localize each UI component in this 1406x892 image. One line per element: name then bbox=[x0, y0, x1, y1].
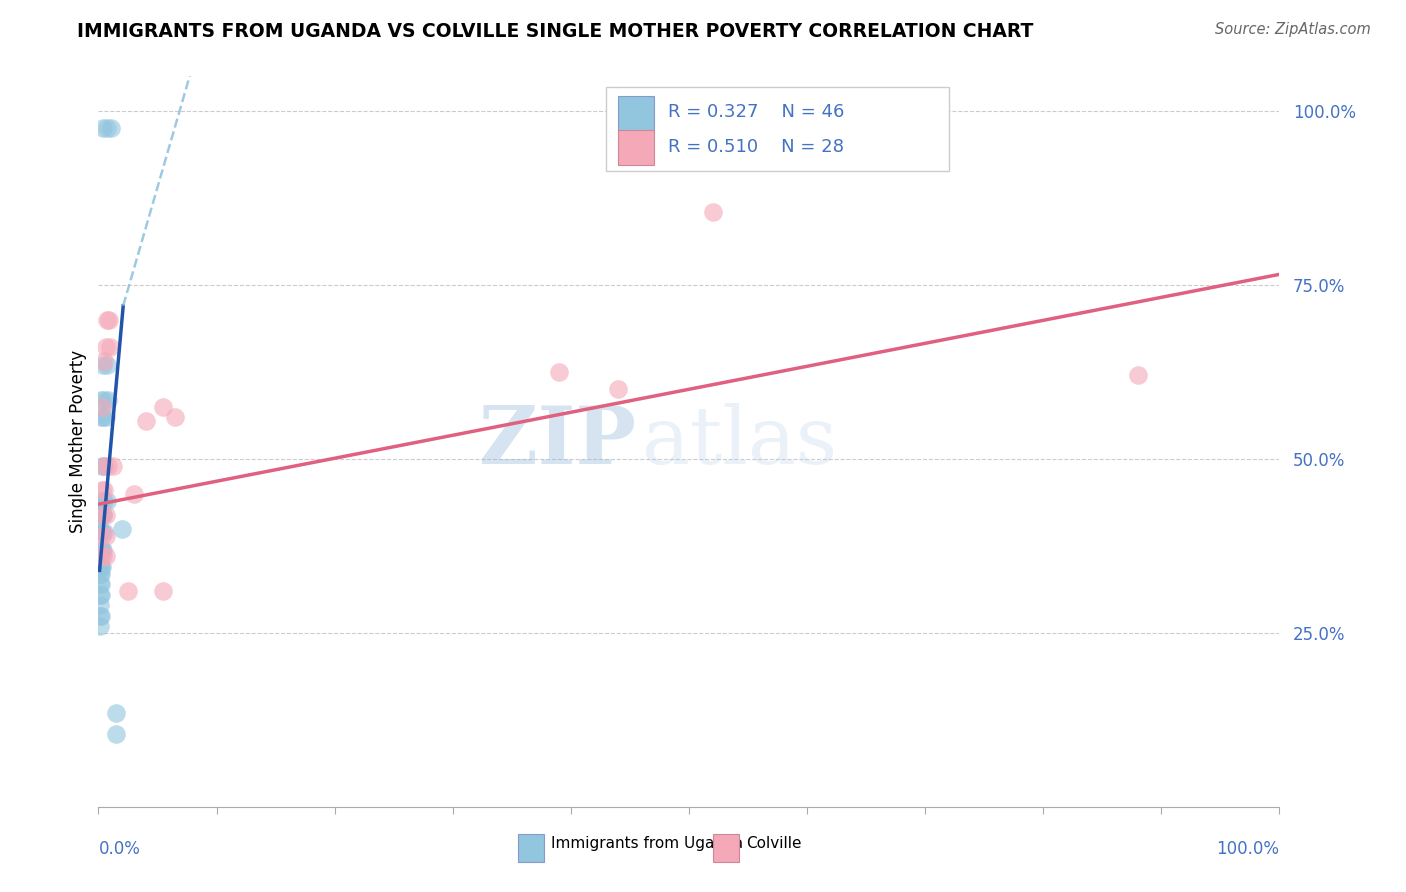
Point bbox=[89, 577, 111, 591]
Point bbox=[1126, 368, 1149, 383]
Point bbox=[91, 493, 114, 508]
Text: atlas: atlas bbox=[641, 402, 837, 481]
Point bbox=[152, 400, 174, 414]
Point bbox=[96, 493, 118, 508]
Point bbox=[91, 508, 114, 522]
Point bbox=[122, 487, 145, 501]
Point bbox=[90, 549, 112, 564]
Point bbox=[105, 727, 128, 741]
Bar bbox=[619, 95, 654, 130]
Point bbox=[94, 549, 117, 564]
Point bbox=[91, 525, 114, 540]
Point bbox=[91, 528, 114, 542]
Point bbox=[89, 599, 111, 613]
Point bbox=[98, 341, 121, 355]
Point bbox=[94, 508, 117, 522]
Point bbox=[91, 410, 114, 425]
Point bbox=[90, 608, 112, 623]
Point bbox=[91, 549, 114, 564]
Point bbox=[117, 584, 139, 599]
Point bbox=[91, 358, 114, 372]
Bar bbox=[713, 834, 738, 862]
Point bbox=[91, 508, 114, 522]
Text: Source: ZipAtlas.com: Source: ZipAtlas.com bbox=[1215, 22, 1371, 37]
Point bbox=[548, 365, 571, 379]
Point bbox=[97, 458, 120, 473]
Point bbox=[89, 588, 111, 602]
Point bbox=[90, 392, 112, 407]
Point bbox=[91, 400, 114, 414]
Point bbox=[94, 528, 117, 542]
Point bbox=[91, 508, 114, 522]
Point bbox=[111, 522, 134, 536]
Point bbox=[89, 608, 111, 623]
Point bbox=[90, 410, 112, 425]
Point bbox=[165, 410, 187, 425]
Point bbox=[93, 354, 115, 368]
Point bbox=[152, 584, 174, 599]
Point bbox=[91, 542, 114, 557]
Point bbox=[702, 204, 724, 219]
Text: R = 0.510    N = 28: R = 0.510 N = 28 bbox=[668, 137, 844, 156]
Point bbox=[91, 560, 114, 574]
Point bbox=[93, 458, 115, 473]
Text: ZIP: ZIP bbox=[479, 402, 636, 481]
Point bbox=[90, 577, 112, 591]
Point bbox=[93, 525, 115, 540]
Point bbox=[90, 560, 112, 574]
Point bbox=[607, 382, 630, 396]
Point bbox=[91, 483, 114, 498]
Point bbox=[90, 493, 112, 508]
Point bbox=[90, 588, 112, 602]
Point bbox=[91, 458, 114, 473]
Point bbox=[89, 566, 111, 581]
Bar bbox=[619, 130, 654, 165]
Point bbox=[91, 542, 114, 557]
Point bbox=[98, 312, 121, 326]
Point bbox=[90, 525, 112, 540]
Point bbox=[97, 392, 120, 407]
Point bbox=[91, 121, 114, 136]
Point bbox=[101, 458, 124, 473]
Point bbox=[135, 414, 157, 428]
Text: 100.0%: 100.0% bbox=[1216, 840, 1279, 858]
Point bbox=[93, 392, 115, 407]
Text: R = 0.327    N = 46: R = 0.327 N = 46 bbox=[668, 103, 844, 121]
Point bbox=[96, 358, 118, 372]
Point bbox=[93, 493, 115, 508]
FancyBboxPatch shape bbox=[606, 87, 949, 171]
Y-axis label: Single Mother Poverty: Single Mother Poverty bbox=[69, 350, 87, 533]
Point bbox=[89, 560, 111, 574]
Point bbox=[96, 312, 118, 326]
Text: IMMIGRANTS FROM UGANDA VS COLVILLE SINGLE MOTHER POVERTY CORRELATION CHART: IMMIGRANTS FROM UGANDA VS COLVILLE SINGL… bbox=[77, 22, 1033, 41]
Text: Colville: Colville bbox=[745, 836, 801, 851]
Text: 0.0%: 0.0% bbox=[98, 840, 141, 858]
Point bbox=[94, 341, 117, 355]
Point bbox=[90, 508, 112, 522]
Point bbox=[93, 483, 115, 498]
Bar bbox=[517, 834, 544, 862]
Point bbox=[105, 706, 128, 721]
Point bbox=[89, 619, 111, 633]
Point bbox=[100, 121, 122, 136]
Point bbox=[94, 410, 117, 425]
Point bbox=[96, 121, 118, 136]
Point bbox=[90, 542, 112, 557]
Text: Immigrants from Uganda: Immigrants from Uganda bbox=[551, 836, 742, 851]
Point bbox=[93, 458, 115, 473]
Point bbox=[90, 566, 112, 581]
